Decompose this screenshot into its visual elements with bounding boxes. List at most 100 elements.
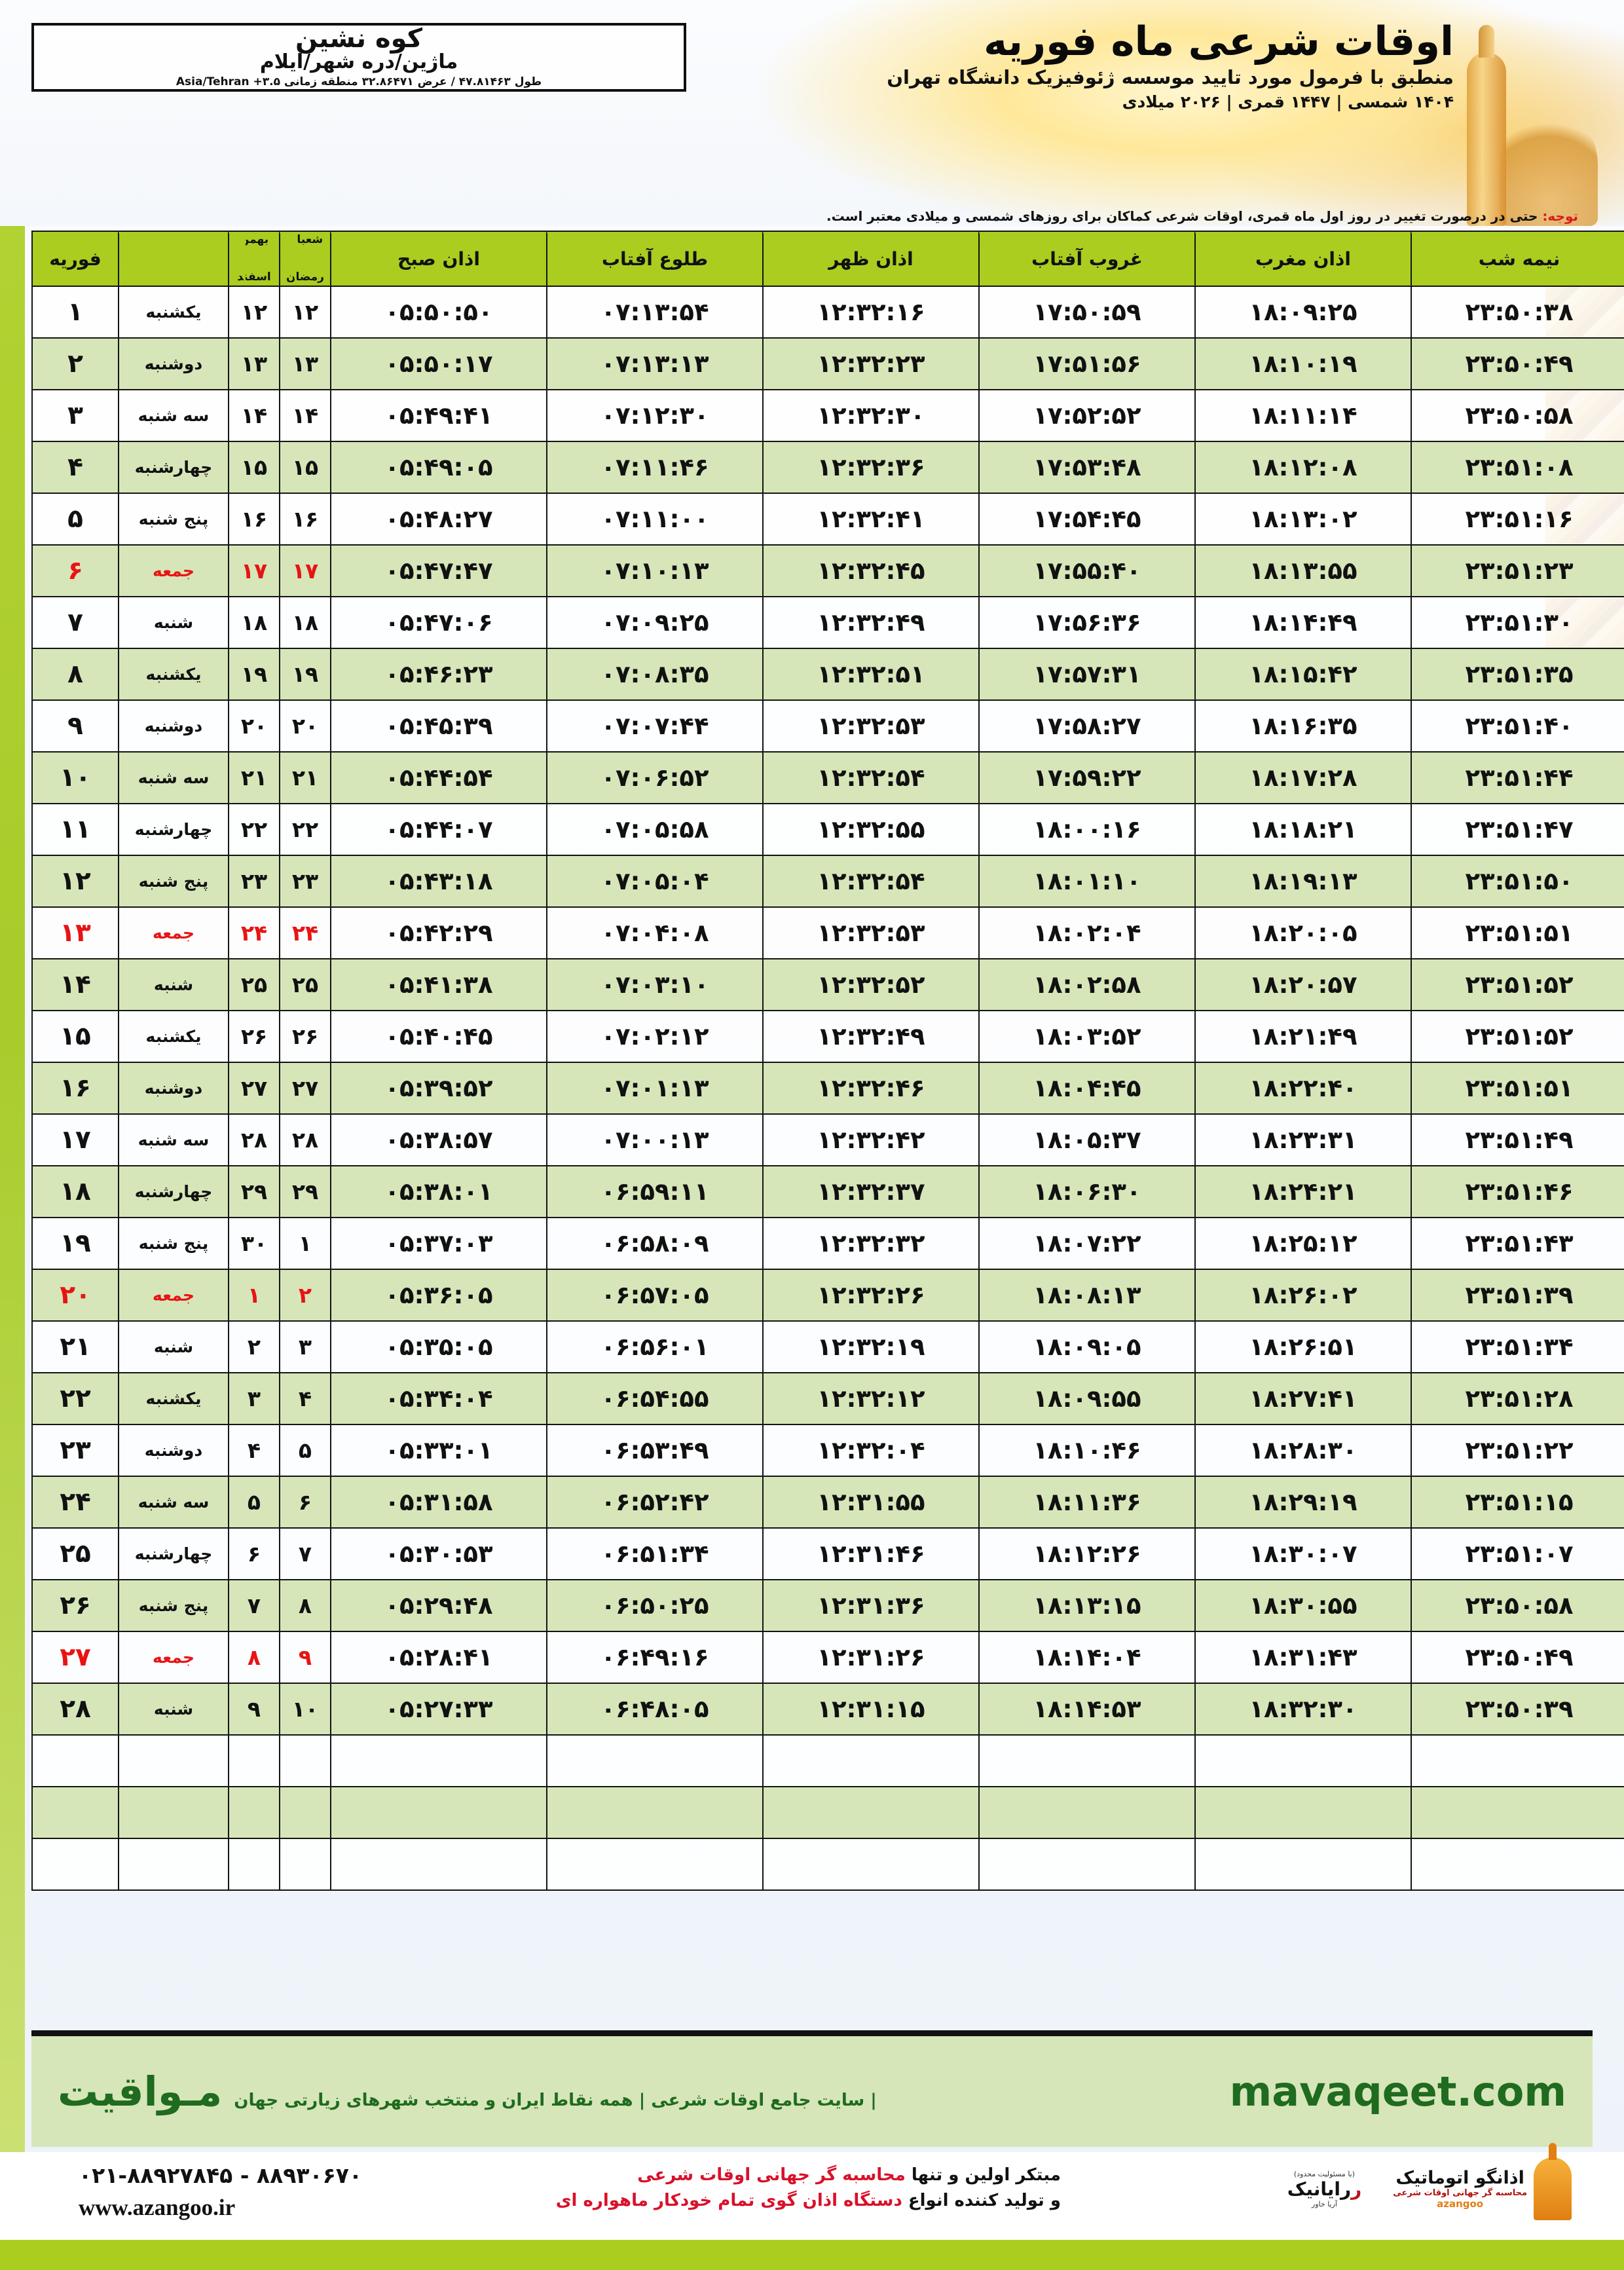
cell-sunset: ۱۸:۰۵:۳۷ [978,1113,1196,1166]
cell-solar: ۱۷ [228,544,280,597]
cell-weekday: پنج شنبه [118,1579,229,1632]
cell-feb: ۱۳ [31,906,119,959]
cell-sunrise: ۰۷:۰۴:۰۸ [546,906,764,959]
cell-fajr: ۰۵:۴۱:۳۸ [330,958,547,1011]
cell-feb: ۱۰ [31,751,119,804]
cell-weekday: شنبه [118,1683,229,1736]
cell-feb: ۲۵ [31,1527,119,1580]
cell-feb: ۱۵ [31,1010,119,1063]
cell-sunrise: ۰۷:۱۱:۴۶ [546,441,764,494]
cell-sunrise: ۰۷:۰۵:۰۴ [546,855,764,908]
cell-lunar: ۸ [279,1579,331,1632]
cell-lunar: ۱۰ [279,1683,331,1736]
cell-fajr: ۰۵:۳۰:۵۳ [330,1527,547,1580]
cell-dhuhr: ۱۲:۳۲:۵۴ [762,751,980,804]
cell-solar: ۲۷ [228,1062,280,1115]
promo-url[interactable]: mavaqeet.com [1229,2068,1566,2115]
page-subtitle: منطبق با فرمول مورد تایید موسسه ژئوفیزیک… [887,66,1454,89]
cell-fajr: ۰۵:۵۰:۵۰ [330,286,547,339]
cell-feb: ۳ [31,389,119,442]
cell-weekday: سه شنبه [118,389,229,442]
cell-sunrise: ۰۷:۰۰:۱۳ [546,1113,764,1166]
cell-lunar: ۱ [279,1217,331,1270]
cell-midnight: ۲۳:۵۱:۴۳ [1411,1217,1624,1270]
cell-lunar: ۱۴ [279,389,331,442]
cell-solar: ۲۲ [228,803,280,856]
cell-solar: ۷ [228,1579,280,1632]
cell-sunset: ۱۸:۰۶:۳۰ [978,1165,1196,1218]
cell-solar [228,1838,280,1891]
contact-website[interactable]: www.azangoo.ir [79,2195,236,2220]
cell-weekday: شنبه [118,958,229,1011]
cell-sunrise: ۰۶:۵۳:۴۹ [546,1424,764,1477]
cell-maghrib: ۱۸:۲۵:۱۲ [1194,1217,1412,1270]
contact-phone: ۰۲۱-۸۸۹۲۷۸۴۵ - ۸۸۹۳۰۶۷۰ [79,2163,363,2188]
cell-feb: ۲۷ [31,1631,119,1684]
cell-solar: ۲۴ [228,906,280,959]
cell-maghrib: ۱۸:۲۰:۰۵ [1194,906,1412,959]
cell-sunrise [546,1734,764,1787]
cell-midnight: ۲۳:۵۱:۲۲ [1411,1424,1624,1477]
cell-midnight: ۲۳:۵۱:۱۵ [1411,1476,1624,1529]
note-keyword: توجه: [1542,208,1578,224]
cell-sunrise: ۰۷:۱۱:۰۰ [546,493,764,546]
header-midnight: نیمه شب [1411,231,1624,287]
cell-dhuhr: ۱۲:۳۲:۳۲ [762,1217,980,1270]
header-solar-top: بهمن [239,233,269,246]
azangoo-subtitle: محاسبه گر جهانی اوقات شرعی [1393,2188,1527,2198]
left-decorative-strip [0,0,25,2270]
table-row: ۲۳:۵۱:۴۴ ۱۸:۱۷:۲۸ ۱۷:۵۹:۲۲ ۱۲:۳۲:۵۴ ۰۷:۰۶:۵۲… [31,751,1624,804]
cell-sunrise: ۰۷:۰۷:۴۴ [546,699,764,753]
table-row: ۲۳:۵۱:۰۷ ۱۸:۳۰:۰۷ ۱۸:۱۲:۲۶ ۱۲:۳۱:۴۶ ۰۶:۵۱:۳۴… [31,1527,1624,1580]
table-row: ۲۳:۵۰:۴۹ ۱۸:۱۰:۱۹ ۱۷:۵۱:۵۶ ۱۲:۳۲:۲۳ ۰۷:۱۳:۱۳… [31,337,1624,390]
cell-dhuhr: ۱۲:۳۲:۳۰ [762,389,980,442]
cell-weekday: پنج شنبه [118,1217,229,1270]
cell-solar: ۲۳ [228,855,280,908]
minaret-logo-icon [1534,2157,1572,2220]
cell-sunset: ۱۸:۰۱:۱۰ [978,855,1196,908]
cell-lunar: ۱۹ [279,648,331,701]
cell-feb: ۵ [31,493,119,546]
cell-solar [228,1786,280,1839]
cell-weekday: چهارشنبه [118,1527,229,1580]
cell-solar: ۲۵ [228,958,280,1011]
cell-solar: ۴ [228,1424,280,1477]
cell-lunar: ۲۵ [279,958,331,1011]
cell-fajr: ۰۵:۴۹:۰۵ [330,441,547,494]
table-row: ۲۳:۵۰:۵۸ ۱۸:۱۱:۱۴ ۱۷:۵۲:۵۲ ۱۲:۳۲:۳۰ ۰۷:۱۲:۳۰… [31,389,1624,442]
cell-lunar: ۱۵ [279,441,331,494]
table-row: ۲۳:۵۱:۲۳ ۱۸:۱۳:۵۵ ۱۷:۵۵:۴۰ ۱۲:۳۲:۴۵ ۰۷:۱۰:۱۳… [31,544,1624,597]
header-fajr: اذان صبح [330,231,547,287]
calendar-years: ۱۴۰۴ شمسی | ۱۴۴۷ قمری | ۲۰۲۶ میلادی [1122,92,1454,112]
cell-fajr: ۰۵:۴۴:۵۴ [330,751,547,804]
cell-fajr: ۰۵:۳۷:۰۳ [330,1217,547,1270]
cell-sunset [978,1838,1196,1891]
cell-fajr: ۰۵:۴۷:۰۶ [330,596,547,649]
table-header-row: نیمه شب اذان مغرب غروب آفتاب اذان ظهر طل… [31,231,1624,287]
cell-midnight [1411,1734,1624,1787]
cell-midnight: ۲۳:۵۱:۵۱ [1411,1062,1624,1115]
cell-feb: ۱۲ [31,855,119,908]
note-line: توجه: حتی در درصورت تغییر در روز اول ماه… [33,208,1578,224]
cell-weekday: شنبه [118,596,229,649]
cell-weekday: دوشنبه [118,1424,229,1477]
cell-solar: ۸ [228,1631,280,1684]
cell-fajr: ۰۵:۳۱:۵۸ [330,1476,547,1529]
cell-dhuhr: ۱۲:۳۱:۳۶ [762,1579,980,1632]
cell-sunset [978,1786,1196,1839]
cell-maghrib: ۱۸:۲۸:۳۰ [1194,1424,1412,1477]
cell-solar: ۹ [228,1683,280,1736]
table-row: ۲۳:۵۱:۲۸ ۱۸:۲۷:۴۱ ۱۸:۰۹:۵۵ ۱۲:۳۲:۱۲ ۰۶:۵۴:۵۵… [31,1372,1624,1425]
cell-lunar: ۱۸ [279,596,331,649]
cell-maghrib: ۱۸:۳۰:۰۷ [1194,1527,1412,1580]
cell-sunset: ۱۷:۵۴:۴۵ [978,493,1196,546]
cell-maghrib [1194,1838,1412,1891]
cell-feb: ۱۹ [31,1217,119,1270]
cell-weekday: چهارشنبه [118,1165,229,1218]
cell-feb: ۷ [31,596,119,649]
cell-sunrise [546,1786,764,1839]
promo-tagline: | سایت جامع اوقات شرعی | همه نقاط ایران … [234,2091,877,2110]
cell-sunset: ۱۷:۵۳:۴۸ [978,441,1196,494]
note-text: حتی در درصورت تغییر در روز اول ماه قمری،… [826,208,1543,224]
cell-dhuhr: ۱۲:۳۲:۱۲ [762,1372,980,1425]
